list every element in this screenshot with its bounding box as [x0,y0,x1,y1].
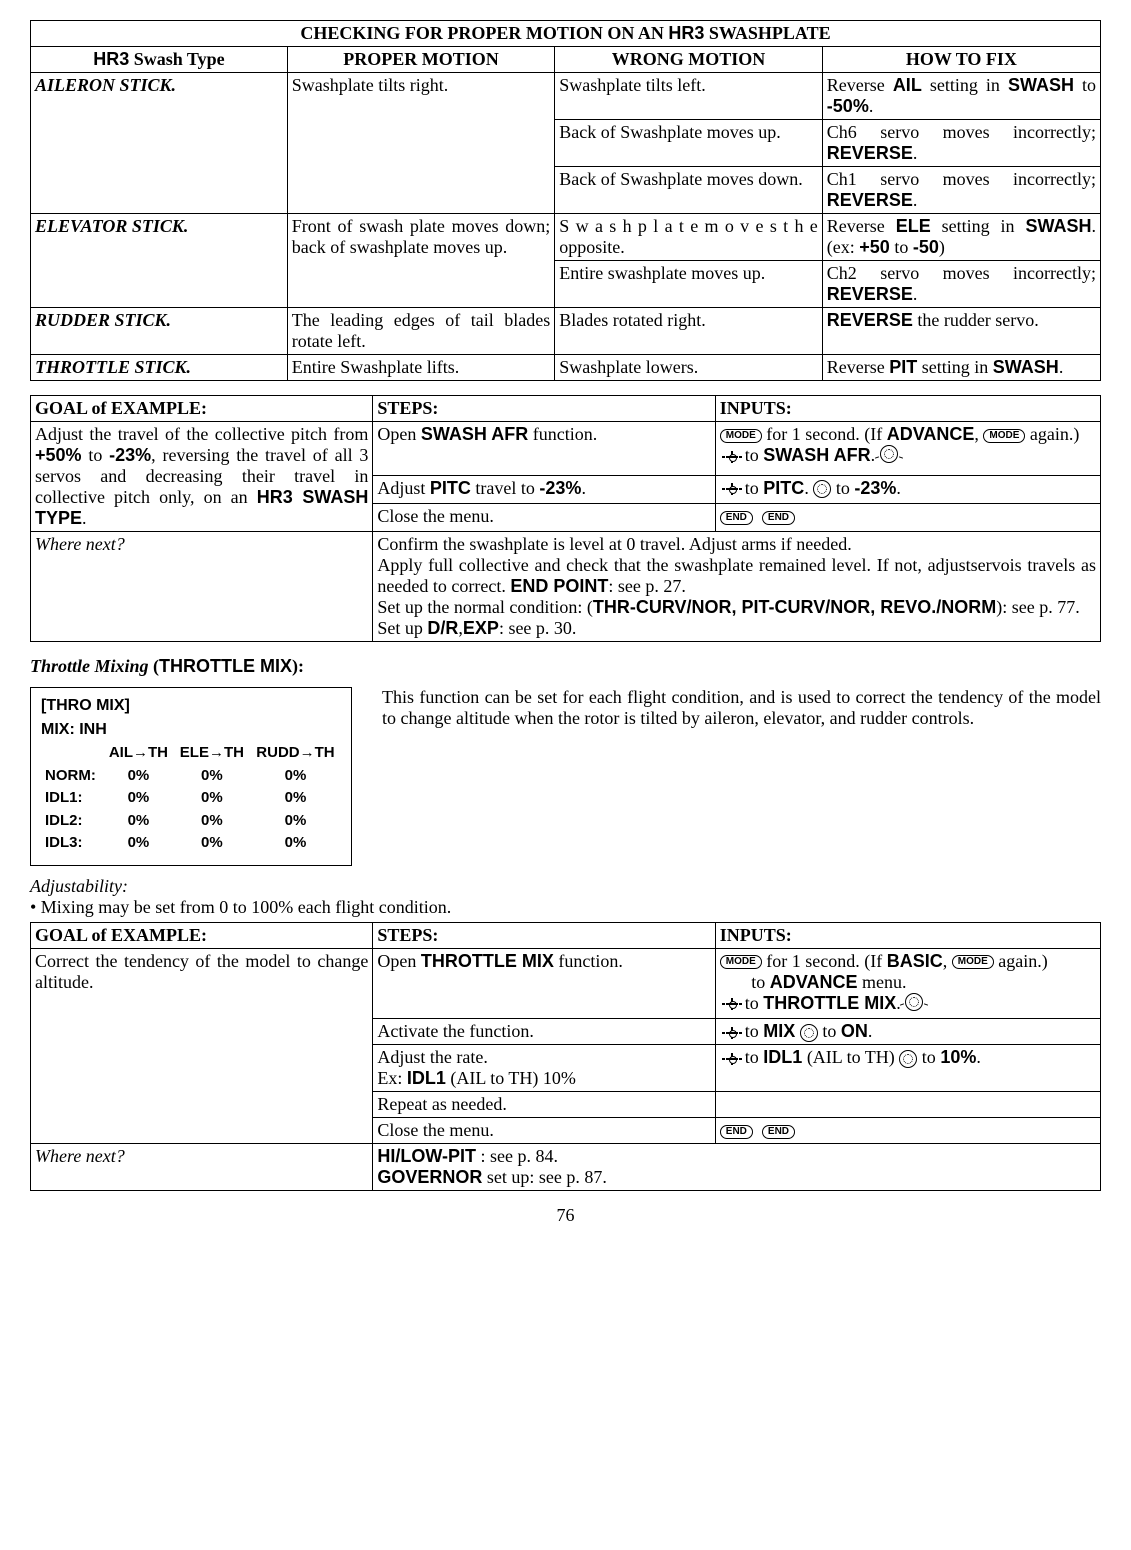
mode-button-icon: MODE [720,429,762,443]
mode-button-icon: MODE [720,955,762,969]
motion-check-table: CHECKING FOR PROPER MOTION ON AN HR3 SWA… [30,20,1101,381]
mode-button-icon: MODE [983,429,1025,443]
dial-press-icon [880,445,898,468]
page-number: 76 [30,1205,1101,1226]
end-button-icon: END [720,1125,753,1139]
dial-icon [813,480,831,498]
table-title: CHECKING FOR PROPER MOTION ON AN HR3 SWA… [31,21,1101,47]
throttle-mix-description: This function can be set for each flight… [382,687,1101,729]
mode-button-icon: MODE [952,955,994,969]
adjustability-heading: Adjustability: [30,876,1101,897]
cursor-icon [724,449,740,465]
throttle-mixing-heading: Throttle Mixing (THROTTLE MIX): [30,656,1101,677]
cursor-icon [724,481,740,497]
lcd-screen: [THRO MIX] MIX: INH AIL→TH ELE→TH RUDD→T… [30,687,352,866]
dial-icon [899,1050,917,1068]
cursor-icon [724,1051,740,1067]
end-button-icon: END [762,1125,795,1139]
adjustability-bullet: • Mixing may be set from 0 to 100% each … [30,897,1101,918]
end-button-icon: END [720,511,753,525]
example1-table: GOAL of EXAMPLE: STEPS: INPUTS: Adjust t… [30,395,1101,642]
dial-press-icon [905,993,923,1016]
end-button-icon: END [762,511,795,525]
example2-table: GOAL of EXAMPLE: STEPS: INPUTS: Correct … [30,922,1101,1191]
cursor-icon [724,996,740,1012]
cursor-icon [724,1025,740,1041]
dial-icon [800,1024,818,1042]
